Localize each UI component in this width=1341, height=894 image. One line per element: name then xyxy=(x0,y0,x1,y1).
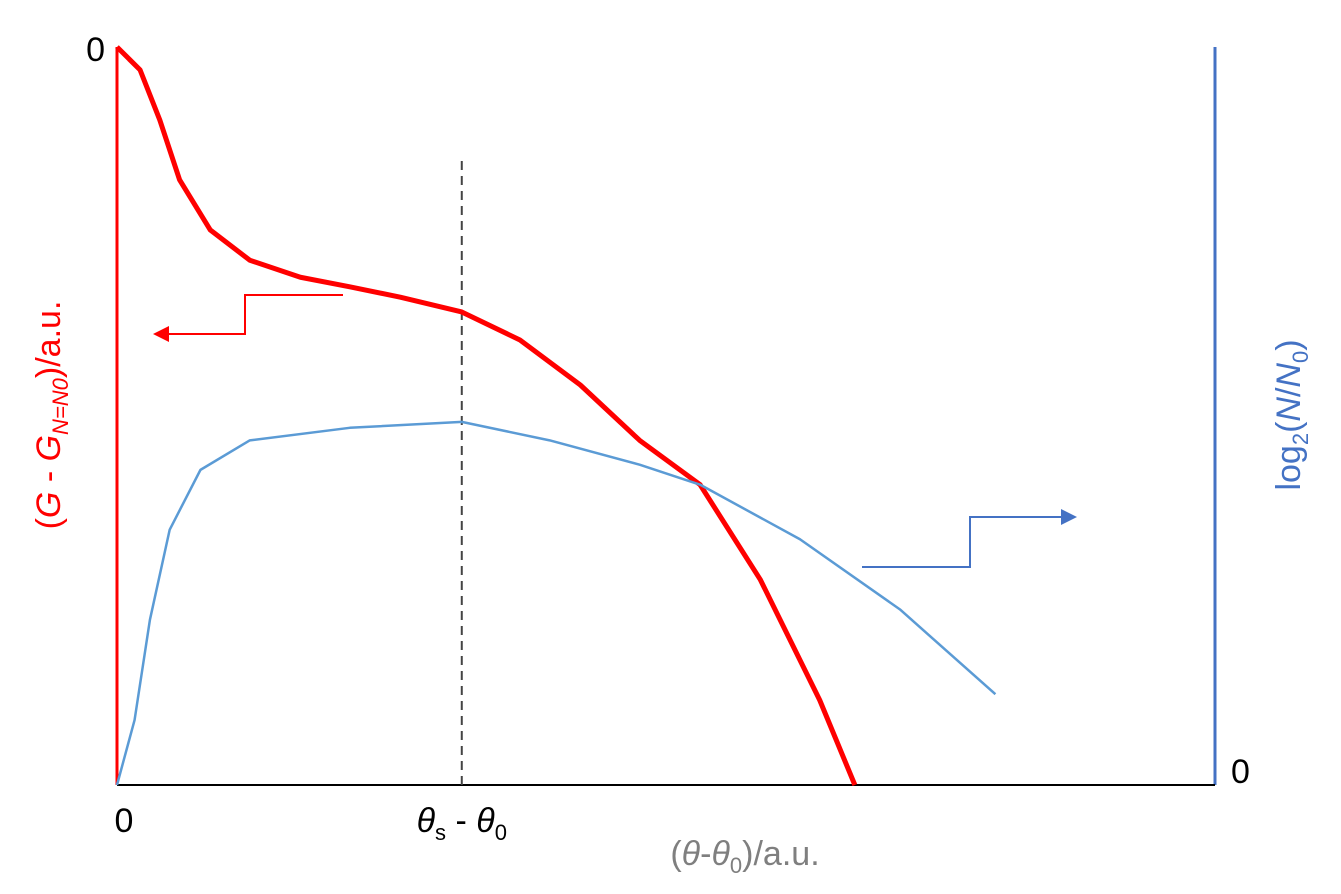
label-part: - xyxy=(30,461,68,491)
label-part: / xyxy=(1270,387,1308,397)
x-tick-label: 0 xyxy=(115,802,134,840)
y2-axis-label: log2(N/N0) xyxy=(1270,339,1313,490)
label-part: 0 xyxy=(495,820,507,845)
y-axis-label: (G - GN=N0)/a.u. xyxy=(30,301,73,530)
label-part: ( xyxy=(670,835,682,873)
label-part: 0 xyxy=(1288,351,1313,363)
label-part: G xyxy=(30,492,68,518)
label-part: 0 xyxy=(730,853,742,878)
label-part: θ xyxy=(682,835,701,873)
label-part: ( xyxy=(1270,421,1308,433)
label-part: θ xyxy=(711,835,730,873)
label-part: log xyxy=(1270,445,1308,490)
label-part: θ xyxy=(417,802,436,840)
label-part: θ xyxy=(476,802,495,840)
left-axis-arrow xyxy=(153,294,343,342)
series-line xyxy=(115,420,997,786)
label-part: N xyxy=(1270,397,1308,422)
label-part: )/a.u. xyxy=(30,301,68,378)
label-part: - xyxy=(700,835,711,873)
x-tick-label: θs - θ0 xyxy=(417,802,507,845)
label-part: 2 xyxy=(1288,433,1313,445)
label-part: ( xyxy=(30,517,68,529)
right-axis-arrow xyxy=(862,509,1077,568)
label-part: N xyxy=(1270,363,1308,388)
x-axis-label: (θ-θ0)/a.u. xyxy=(670,835,819,878)
label-part: N=N0 xyxy=(48,377,73,435)
label-part: ) xyxy=(1270,339,1308,350)
label-part: s xyxy=(435,820,446,845)
series-line xyxy=(115,45,858,786)
label-part: )/a.u. xyxy=(742,835,819,873)
y-tick-label: 0 xyxy=(86,31,105,69)
label-part: - xyxy=(446,802,476,840)
label-part: G xyxy=(30,435,68,461)
y2-tick-label: 0 xyxy=(1231,753,1250,791)
